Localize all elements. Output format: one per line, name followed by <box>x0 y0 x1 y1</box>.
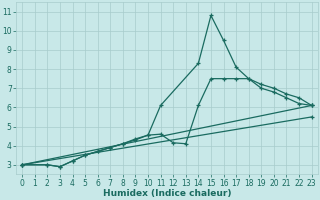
X-axis label: Humidex (Indice chaleur): Humidex (Indice chaleur) <box>103 189 231 198</box>
